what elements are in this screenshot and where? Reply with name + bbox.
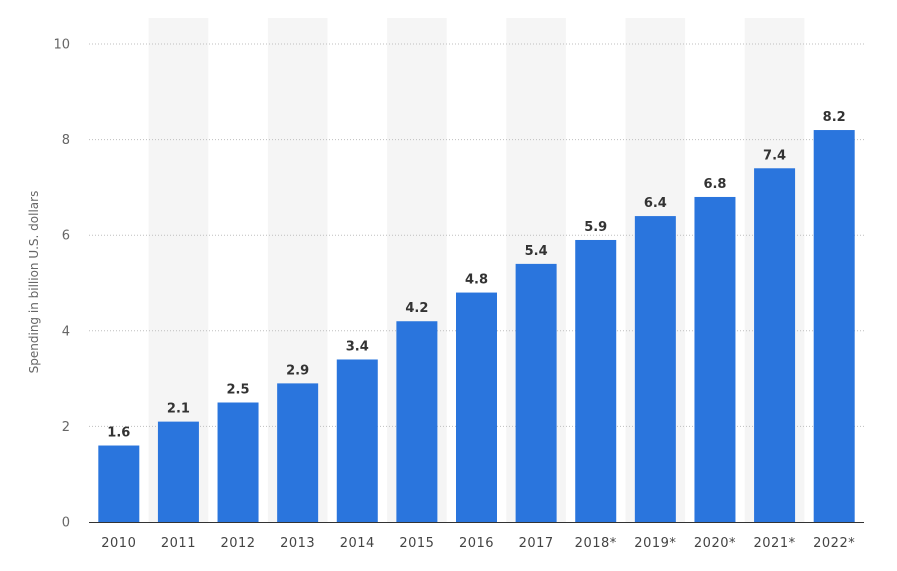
bars bbox=[98, 130, 855, 523]
value-label: 7.4 bbox=[763, 148, 786, 163]
value-label: 3.4 bbox=[346, 339, 369, 354]
x-tick-label: 2015 bbox=[399, 536, 434, 551]
bar bbox=[575, 239, 617, 523]
bar bbox=[98, 445, 140, 522]
bar bbox=[277, 383, 319, 522]
value-label: 6.8 bbox=[703, 177, 726, 192]
bar bbox=[396, 321, 438, 522]
bar bbox=[336, 359, 378, 522]
x-tick-label: 2016 bbox=[459, 536, 494, 551]
y-tick-label: 8 bbox=[62, 133, 70, 148]
x-tick-label: 2018* bbox=[575, 536, 617, 551]
bar bbox=[515, 263, 557, 522]
bar bbox=[634, 216, 676, 522]
bar bbox=[157, 421, 199, 522]
bar bbox=[754, 168, 796, 522]
bar bbox=[456, 292, 497, 522]
x-tick-label: 2012 bbox=[220, 536, 255, 551]
y-tick-label: 10 bbox=[53, 38, 70, 53]
bar bbox=[694, 196, 736, 522]
x-tick-label: 2017 bbox=[519, 536, 554, 551]
bar bbox=[813, 130, 855, 523]
value-label: 4.2 bbox=[405, 301, 428, 316]
y-tick-label: 6 bbox=[62, 229, 70, 244]
x-tick-label: 2022* bbox=[813, 536, 855, 551]
bar bbox=[217, 402, 259, 522]
x-axis-labels: 2010 2011 2012 2013 2014 2015 2016 2017 2018* 201… bbox=[101, 536, 855, 551]
x-tick-label: 2020* bbox=[694, 536, 736, 551]
x-tick-label: 2019* bbox=[634, 536, 676, 551]
value-label: 5.9 bbox=[584, 220, 607, 235]
value-label: 6.4 bbox=[644, 196, 667, 211]
y-tick-label: 4 bbox=[62, 324, 70, 339]
y-axis-title: Spending in billion U.S. dollars bbox=[27, 191, 41, 374]
value-label: 2.1 bbox=[167, 402, 190, 417]
x-tick-label: 2021* bbox=[754, 536, 796, 551]
value-label: 2.5 bbox=[227, 383, 250, 398]
x-tick-label: 2013 bbox=[280, 536, 315, 551]
value-label: 8.2 bbox=[823, 110, 846, 125]
y-tick-label: 2 bbox=[62, 420, 70, 435]
y-axis-ticks: 0 2 4 6 8 10 bbox=[53, 38, 70, 531]
value-label: 1.6 bbox=[107, 426, 130, 441]
x-tick-label: 2011 bbox=[161, 536, 196, 551]
x-tick-label: 2010 bbox=[101, 536, 136, 551]
value-label: 4.8 bbox=[465, 273, 488, 288]
y-tick-label: 0 bbox=[62, 516, 70, 531]
x-tick-label: 2014 bbox=[340, 536, 375, 551]
value-label: 2.9 bbox=[286, 363, 309, 378]
value-label: 5.4 bbox=[525, 244, 548, 259]
value-labels: 1.6 2.1 2.5 2.9 3.4 4.2 4.8 5.4 5.9 6.4 6.8 7.4 8.2 bbox=[107, 110, 845, 440]
